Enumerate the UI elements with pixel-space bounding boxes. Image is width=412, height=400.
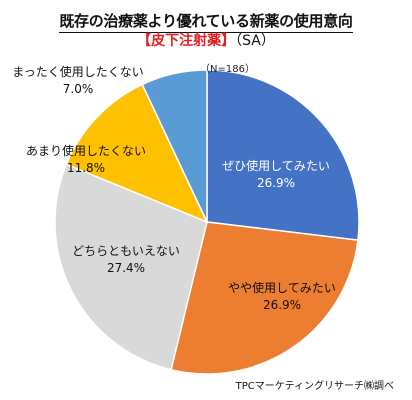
slice-label-1: ぜひ使用してみたい (222, 158, 330, 173)
source-credit: TPCマーケティングリサーチ㈱調べ (235, 381, 394, 392)
pie-slice-4 (65, 83, 209, 224)
slice-label-3: どちらともいえない (72, 244, 180, 258)
title-wrap: 既存の治療薬より優れている新薬の使用意向 (0, 10, 412, 33)
sample-size-label: （N=186） (200, 64, 255, 75)
slice-value-4: 11.8% (67, 161, 105, 175)
slice-label-2: やや使用してみたい (228, 280, 336, 295)
chart-subtitle: 【皮下注射薬】 (137, 33, 236, 49)
slice-value-3: 27.4% (107, 261, 145, 275)
chart-subtitle-suffix: （SA） (235, 33, 275, 49)
pie-slice-2 (170, 221, 359, 375)
pie-slice-5 (141, 69, 208, 223)
slice-label-4: あまり使用したくない (26, 143, 146, 158)
chart-title: 既存の治療薬より優れている新薬の使用意向 (59, 10, 353, 33)
slice-value-2: 26.9% (263, 298, 301, 312)
slice-label-5: まったく使用したくない (12, 64, 144, 79)
pie-slice-3 (54, 163, 208, 371)
subtitle-wrap: 【皮下注射薬】（SA） (0, 30, 412, 50)
pie-slice-1 (206, 69, 360, 241)
slice-value-1: 26.9% (257, 176, 295, 190)
slice-value-5: 7.0% (63, 82, 94, 96)
